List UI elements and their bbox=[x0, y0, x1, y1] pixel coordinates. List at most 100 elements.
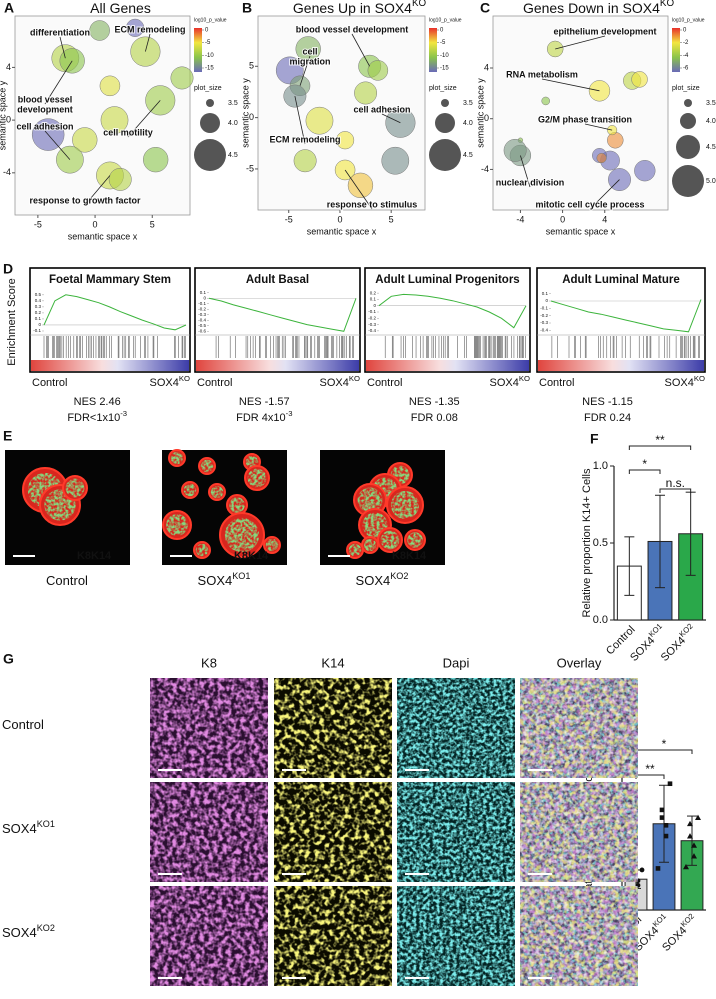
y-tick-label: 0.2 bbox=[370, 290, 377, 295]
organoid-core bbox=[245, 455, 259, 469]
group-right: SOX4KO bbox=[490, 374, 530, 389]
fdr-sup: -3 bbox=[120, 409, 127, 418]
colorbar-tick-label: 0 bbox=[683, 28, 687, 34]
rank-strip bbox=[196, 360, 359, 371]
colorbar-tick-label: -15 bbox=[205, 66, 214, 72]
fdr: FDR 4x10-3 bbox=[236, 409, 292, 424]
y-axis-label: Enrichment Score bbox=[6, 278, 18, 365]
stain-red: K14 bbox=[406, 550, 427, 562]
micrograph-texture bbox=[397, 782, 515, 882]
size-legend-label: 3.5 bbox=[228, 100, 238, 107]
organoid-core bbox=[224, 517, 260, 553]
bubble bbox=[89, 20, 110, 41]
fdr-main: FDR 0.24 bbox=[584, 412, 631, 424]
y-tick-label: 0.1 bbox=[35, 316, 42, 321]
micrograph-texture bbox=[520, 678, 638, 778]
bubble-label: cell motility bbox=[103, 127, 153, 137]
x-axis-label: semantic space x bbox=[68, 231, 138, 241]
group-right-main: SOX4 bbox=[320, 377, 349, 389]
size-legend-circle bbox=[206, 99, 214, 107]
colorbar-tick-label: -5 bbox=[205, 40, 211, 46]
y-tick-label: -0.5 bbox=[198, 323, 206, 328]
bubble-label: development bbox=[17, 104, 73, 114]
bubble bbox=[126, 18, 145, 37]
y-tick-label: 4 bbox=[484, 62, 489, 72]
group-left: Control bbox=[367, 377, 402, 389]
x-tick-label-main: SOX4 bbox=[659, 635, 688, 664]
image-label-main: SOX4 bbox=[198, 573, 233, 588]
y-tick-label: 0 bbox=[249, 112, 254, 122]
x-tick-label-sup: KO1 bbox=[650, 911, 667, 928]
colorbar-tick-label: -10 bbox=[205, 53, 214, 59]
y-tick-label: -0.1 bbox=[540, 306, 548, 311]
label-pointer bbox=[127, 100, 161, 138]
fdr-main: FDR 0.08 bbox=[411, 412, 458, 424]
colorbar-tick-label: -5 bbox=[440, 40, 446, 46]
colorbar-tick-label: -4 bbox=[683, 53, 689, 59]
bubble-label: G2/M phase transition bbox=[538, 114, 632, 124]
colorbar-tick-label: -6 bbox=[683, 66, 689, 72]
label-pointer bbox=[44, 130, 71, 160]
label-pointer bbox=[84, 175, 111, 206]
bubble bbox=[347, 172, 374, 199]
rank-strip bbox=[31, 360, 189, 371]
organoid-core bbox=[348, 543, 362, 557]
organoid-core bbox=[210, 485, 224, 499]
image-label-sup: KO2 bbox=[390, 571, 408, 581]
size-legend-label: 4.0 bbox=[463, 120, 473, 127]
y-tick-label: -0.4 bbox=[368, 328, 376, 333]
data-point bbox=[659, 807, 665, 813]
data-point bbox=[663, 823, 669, 828]
group-right: SOX4KO bbox=[665, 374, 705, 389]
bubble-label: differentiation bbox=[30, 27, 90, 37]
size-legend-circle bbox=[680, 113, 696, 129]
nes: NES -1.15 bbox=[582, 396, 633, 408]
organoid-core bbox=[229, 497, 245, 513]
bubble-label: cell adhesion bbox=[16, 121, 73, 131]
panel-letter: F bbox=[590, 431, 599, 447]
label-pointer bbox=[555, 35, 606, 50]
y-tick-label: 0 bbox=[38, 322, 41, 327]
panel-title: Genes Up in SOX4KO bbox=[293, 0, 427, 16]
bubble bbox=[72, 127, 98, 153]
micrograph-texture bbox=[520, 782, 638, 882]
organoid-core bbox=[65, 478, 85, 498]
stain-red: K14 bbox=[91, 550, 112, 562]
panel-title-main: All Genes bbox=[90, 0, 151, 16]
y-tick-label: 0 bbox=[203, 295, 206, 300]
panel-title: Genes Down in SOX4KO bbox=[523, 0, 675, 16]
x-tick-label: 0 bbox=[560, 214, 565, 224]
micrograph-texture bbox=[520, 886, 638, 986]
y-tick-label: -0.3 bbox=[540, 320, 548, 325]
size-legend-label: 3.5 bbox=[706, 100, 716, 107]
size-legend-label: 4.5 bbox=[706, 144, 716, 151]
bubble bbox=[170, 66, 194, 90]
x-tick-label-sup: KO1 bbox=[646, 621, 663, 638]
data-point bbox=[691, 842, 697, 848]
row-label-sup: KO2 bbox=[37, 923, 55, 933]
panel-title-main: Genes Down in SOX4 bbox=[523, 0, 660, 16]
image-label: SOX4KO1 bbox=[198, 571, 251, 588]
label-pointer bbox=[44, 60, 73, 105]
bubble bbox=[607, 132, 624, 149]
bubble bbox=[354, 81, 378, 105]
panel-letter: E bbox=[3, 428, 12, 444]
y-tick-label: 0.5 bbox=[593, 537, 608, 549]
organoid-core bbox=[407, 532, 423, 548]
micrograph-texture bbox=[397, 678, 515, 778]
group-right: SOX4KO bbox=[320, 374, 360, 389]
data-point bbox=[695, 814, 701, 820]
image-label-main: Control bbox=[46, 573, 88, 588]
bubble bbox=[634, 160, 656, 182]
column-header: K14 bbox=[321, 655, 344, 670]
bubble bbox=[367, 60, 389, 81]
enrichment-curve bbox=[208, 297, 357, 332]
x-tick-label: -4 bbox=[516, 214, 524, 224]
x-axis-label: semantic space x bbox=[307, 226, 377, 236]
gsea-title: Adult Luminal Mature bbox=[562, 274, 680, 286]
colorbar bbox=[672, 28, 680, 72]
panel-letter: D bbox=[3, 261, 13, 277]
y-tick-label: -0.1 bbox=[368, 309, 376, 314]
size-legend-circle bbox=[441, 99, 449, 107]
